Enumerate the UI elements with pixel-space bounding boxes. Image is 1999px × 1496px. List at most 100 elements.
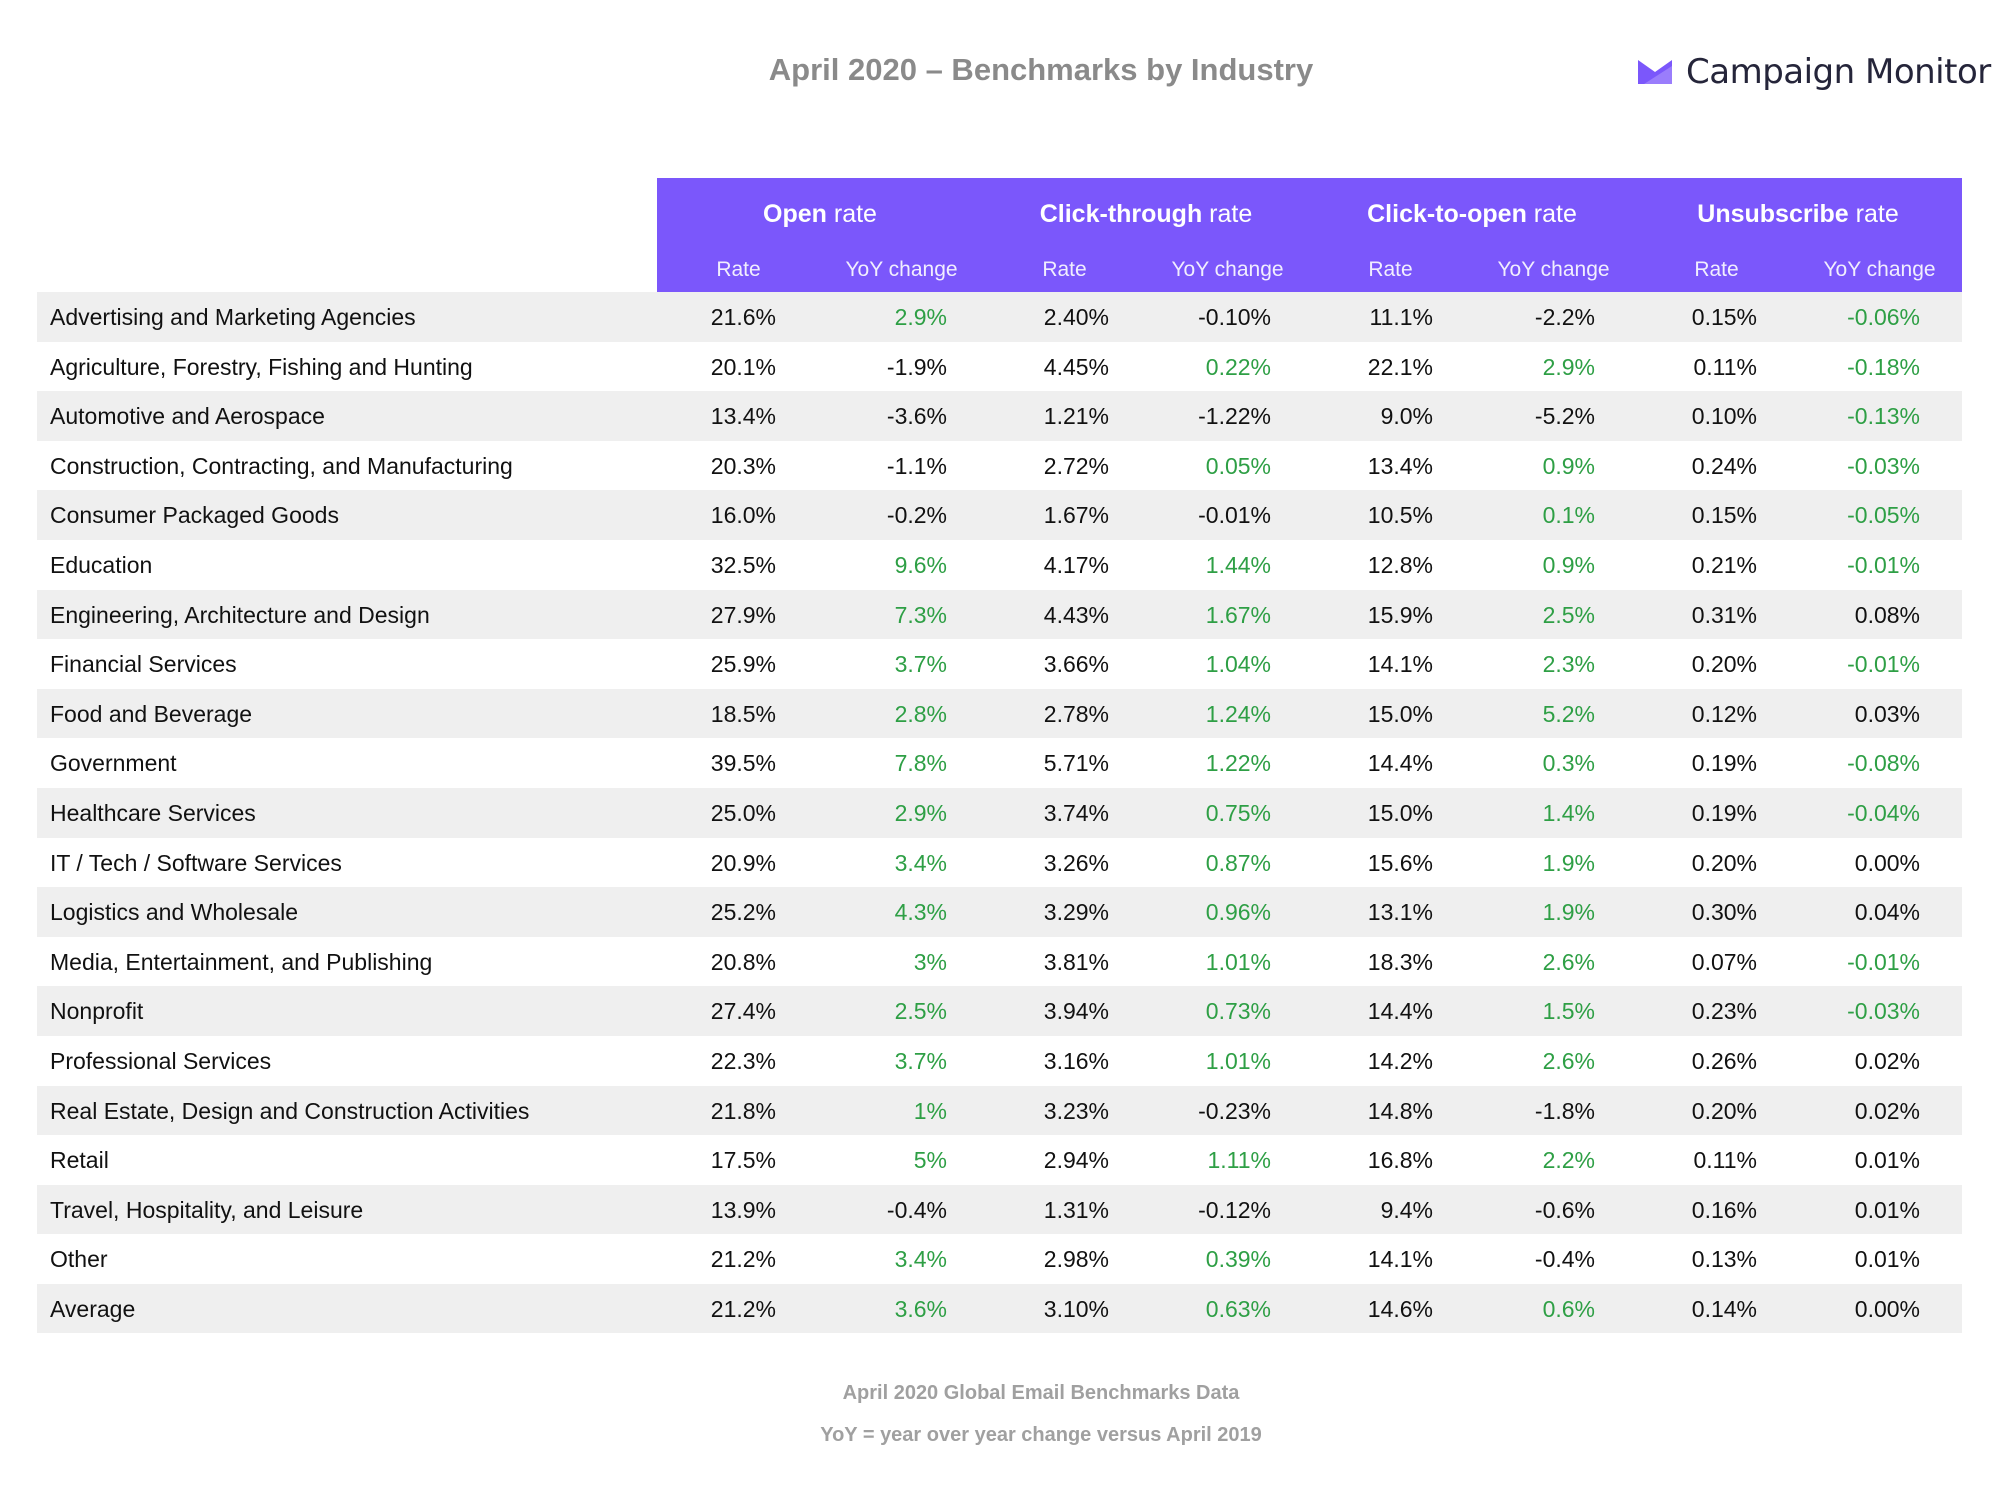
rate-cell: 20.9% [710,849,776,876]
yoy-change-cell: -0.4% [1534,1246,1595,1273]
yoy-change-cell: 1.67% [1205,601,1271,628]
yoy-change-cell: 1.01% [1205,948,1271,975]
industry-name: Logistics and Wholesale [50,899,299,926]
rate-cell: 16.0% [710,502,776,529]
yoy-change-cell: 0.75% [1205,799,1271,826]
rate-cell: 4.45% [1043,353,1109,380]
subheader: YoY change [1171,258,1284,281]
rate-cell: 9.0% [1380,403,1433,430]
table-row: Logistics and Wholesale 25.2% 4.3% 3.29% 0.9… [37,887,1962,937]
rate-cell: 3.16% [1043,1047,1109,1074]
rate-cell: 0.24% [1691,452,1757,479]
yoy-change-cell: 0.08% [1854,601,1920,628]
industry-name: Financial Services [50,651,237,678]
yoy-change-cell: 3% [913,948,947,975]
yoy-change-cell: 2.8% [894,700,947,727]
yoy-change-cell: -0.04% [1847,799,1920,826]
yoy-change-cell: 2.2% [1542,1147,1595,1174]
rate-cell: 20.1% [710,353,776,380]
rate-cell: 3.74% [1043,799,1109,826]
yoy-change-cell: 1% [913,1097,947,1124]
rate-cell: 0.16% [1691,1196,1757,1223]
rate-cell: 13.9% [710,1196,776,1223]
rate-cell: 22.3% [710,1047,776,1074]
yoy-change-cell: -1.9% [886,353,947,380]
footer-source: April 2020 Global Email Benchmarks Data [842,1382,1240,1404]
yoy-change-cell: 1.9% [1542,849,1595,876]
yoy-change-cell: 1.11% [1207,1147,1271,1174]
yoy-change-cell: 0.01% [1854,1147,1920,1174]
industry-name: Food and Beverage [50,700,253,727]
industry-name: Media, Entertainment, and Publishing [50,948,433,975]
industry-name: Engineering, Architecture and Design [50,601,430,628]
rate-cell: 21.6% [710,304,776,330]
rate-cell: 14.4% [1367,750,1433,777]
group-header-click-through-rate: Click-through rate [983,200,1309,229]
industry-name: Construction, Contracting, and Manufactu… [50,452,513,479]
rate-cell: 20.3% [710,452,776,479]
table-row: Average 21.2% 3.6% 3.10% 0.63% 14.6% 0.6% 0.14%… [37,1283,1962,1334]
yoy-change-cell: 0.9% [1542,551,1595,578]
yoy-change-cell: -0.01% [1847,651,1920,678]
rate-cell: 21.8% [710,1097,776,1124]
rate-cell: 14.4% [1367,998,1433,1025]
table-row: IT / Tech / Software Services 20.9% 3.4% 3.… [37,838,1962,888]
rate-cell: 11.1% [1369,304,1433,330]
rate-cell: 10.5% [1367,502,1433,529]
yoy-change-cell: -0.13% [1847,403,1920,430]
rate-cell: 14.1% [1367,1246,1433,1273]
yoy-change-cell: -0.12% [1198,1196,1271,1223]
subheader: Rate [1694,258,1739,281]
yoy-change-cell: 1.9% [1542,899,1595,926]
yoy-change-cell: -0.01% [1847,948,1920,975]
subheader: Rate [716,258,761,281]
industry-name: Automotive and Aerospace [50,403,325,430]
rate-cell: 9.4% [1380,1196,1433,1223]
yoy-change-cell: 2.6% [1542,1047,1595,1074]
group-header-rest: rate [1202,200,1253,228]
rate-cell: 0.31% [1691,601,1757,628]
yoy-change-cell: 1.01% [1205,1047,1271,1074]
rate-cell: 15.0% [1367,700,1433,727]
yoy-change-cell: 0.3% [1542,750,1595,777]
table-body: Advertising and Marketing Agencies 21.6% 2… [37,292,1962,1334]
rate-cell: 0.11% [1693,1147,1757,1174]
yoy-change-cell: -2.2% [1534,304,1595,330]
rate-cell: 14.2% [1367,1047,1433,1074]
rate-cell: 5.71% [1043,750,1109,777]
yoy-change-cell: 5.2% [1542,700,1595,727]
yoy-change-cell: -0.18% [1847,353,1920,380]
yoy-change-cell: 2.9% [1542,353,1595,380]
yoy-change-cell: 0.05% [1205,452,1271,479]
yoy-change-cell: 0.02% [1854,1097,1920,1124]
rate-cell: 16.8% [1367,1147,1433,1174]
rate-cell: 14.6% [1367,1295,1433,1322]
yoy-change-cell: -5.2% [1534,403,1595,430]
yoy-change-cell: 1.04% [1205,651,1271,678]
subheader: Rate [1042,258,1087,281]
yoy-change-cell: 0.73% [1205,998,1271,1025]
yoy-change-cell: 0.02% [1854,1047,1920,1074]
yoy-change-cell: 2.3% [1542,651,1595,678]
group-header-bold: Open [763,200,827,228]
industry-name: Government [50,750,177,777]
rate-cell: 0.20% [1691,651,1757,678]
rate-cell: 18.3% [1367,948,1433,975]
yoy-change-cell: 1.22% [1205,750,1271,777]
rate-cell: 27.4% [710,998,776,1025]
rate-cell: 0.30% [1691,899,1757,926]
yoy-change-cell: 1.4% [1542,799,1595,826]
rate-cell: 15.6% [1367,849,1433,876]
yoy-change-cell: -0.08% [1847,750,1920,777]
rate-cell: 13.1% [1367,899,1433,926]
yoy-change-cell: 3.6% [894,1295,947,1322]
rate-cell: 0.19% [1691,799,1757,826]
yoy-change-cell: -0.01% [1198,502,1271,529]
yoy-change-cell: -0.4% [886,1196,947,1223]
yoy-change-cell: -0.10% [1198,304,1271,330]
rate-cell: 14.8% [1367,1097,1433,1124]
subheader: YoY change [845,258,958,281]
group-header-rest: rate [1526,200,1577,228]
rate-cell: 0.14% [1691,1295,1757,1322]
yoy-change-cell: 1.44% [1205,551,1271,578]
